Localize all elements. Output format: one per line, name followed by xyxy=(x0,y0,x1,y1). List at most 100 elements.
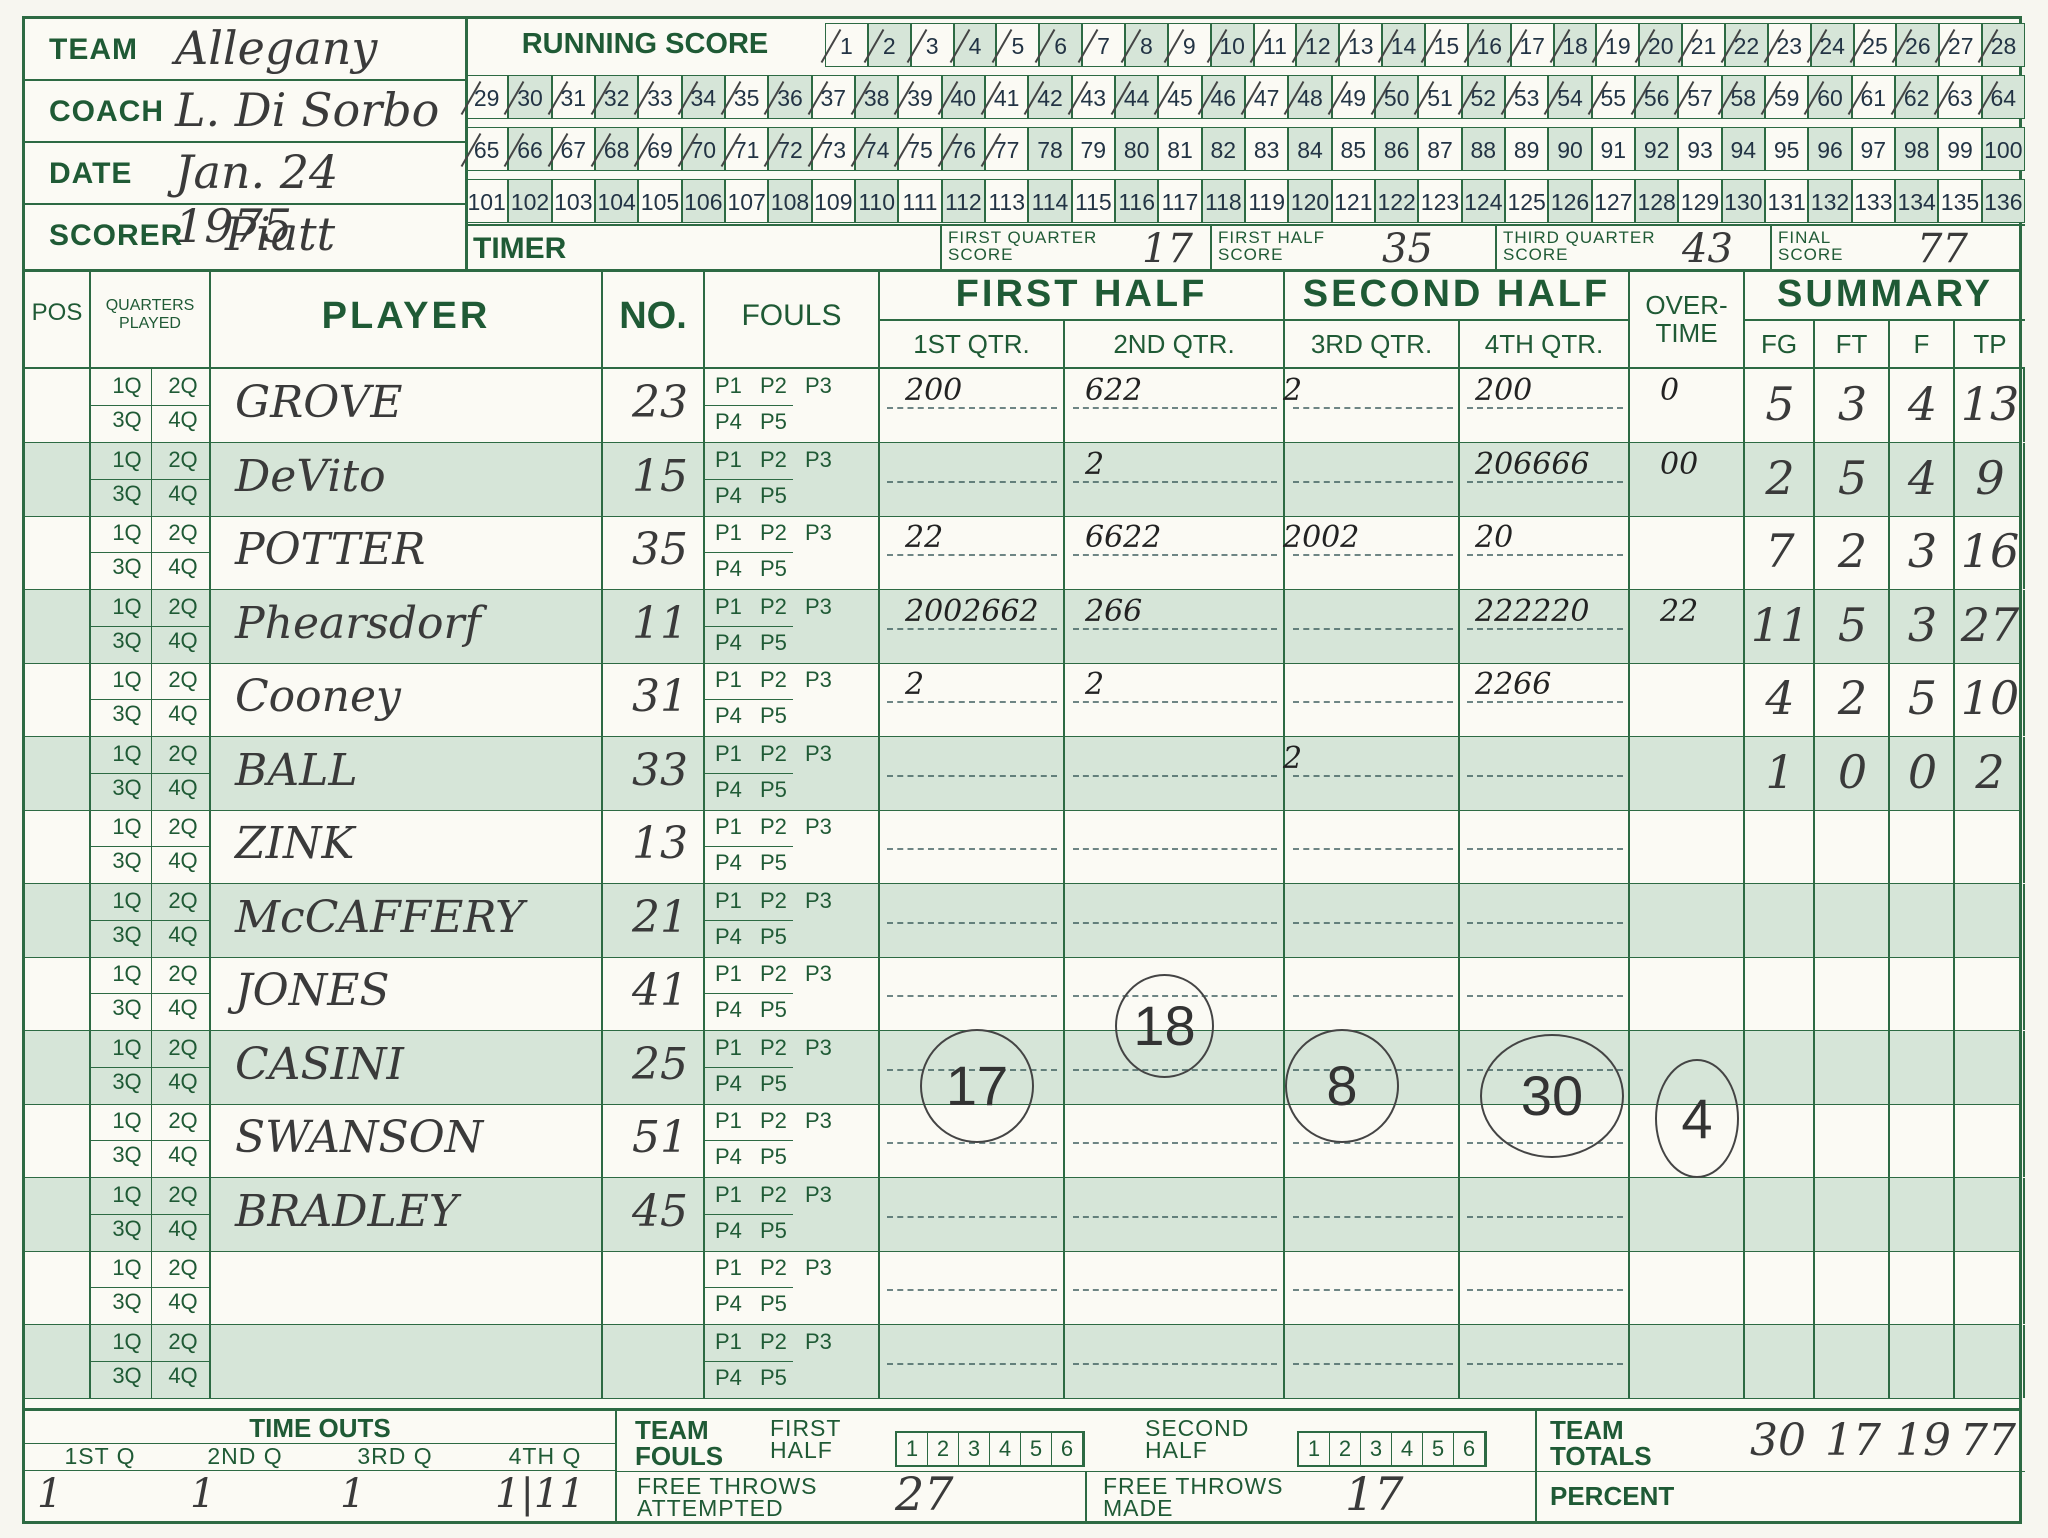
quarter-played-box[interactable]: 1Q xyxy=(112,373,142,398)
foul-box[interactable]: P1 xyxy=(715,1034,742,1060)
foul-box[interactable]: P1 xyxy=(715,1328,742,1354)
foul-box[interactable]: P2 xyxy=(760,1108,787,1133)
foul-box[interactable]: P2 xyxy=(760,887,787,913)
quarter-played-box[interactable]: 3Q xyxy=(112,1215,142,1241)
team-foul-box[interactable]: 3 xyxy=(959,1433,990,1465)
foul-box[interactable]: P4 xyxy=(715,409,742,434)
foul-box[interactable]: P4 xyxy=(715,1217,742,1243)
quarter-played-box[interactable]: 1Q xyxy=(112,814,142,839)
foul-box[interactable]: P3 xyxy=(805,1108,832,1133)
quarter-played-box[interactable]: 3Q xyxy=(112,921,142,947)
foul-box[interactable]: P4 xyxy=(715,850,742,875)
foul-box[interactable]: P2 xyxy=(760,1034,787,1060)
foul-box[interactable]: P4 xyxy=(715,923,742,949)
foul-box[interactable]: P3 xyxy=(805,1181,832,1207)
quarter-played-box[interactable]: 4Q xyxy=(168,407,198,432)
foul-box[interactable]: P3 xyxy=(805,373,832,398)
quarter-played-box[interactable]: 3Q xyxy=(112,774,142,800)
quarter-played-box[interactable]: 2Q xyxy=(168,520,198,545)
foul-box[interactable]: P5 xyxy=(760,1217,787,1243)
foul-box[interactable]: P1 xyxy=(715,1108,742,1133)
foul-box[interactable]: P5 xyxy=(760,1144,787,1169)
foul-box[interactable]: P5 xyxy=(760,629,787,655)
quarter-played-box[interactable]: 3Q xyxy=(112,1068,142,1094)
quarter-played-box[interactable]: 1Q xyxy=(112,593,142,619)
foul-box[interactable]: P2 xyxy=(760,593,787,619)
quarter-played-box[interactable]: 1Q xyxy=(112,1328,142,1354)
foul-box[interactable]: P3 xyxy=(805,520,832,545)
quarter-played-box[interactable]: 4Q xyxy=(168,701,198,726)
quarter-played-box[interactable]: 2Q xyxy=(168,446,198,472)
quarter-played-box[interactable]: 3Q xyxy=(112,848,142,873)
quarter-played-box[interactable]: 4Q xyxy=(168,627,198,653)
foul-box[interactable]: P2 xyxy=(760,961,787,986)
foul-box[interactable]: P1 xyxy=(715,740,742,766)
foul-box[interactable]: P3 xyxy=(805,1255,832,1280)
quarter-played-box[interactable]: 3Q xyxy=(112,701,142,726)
team-foul-box[interactable]: 5 xyxy=(1021,1433,1052,1465)
foul-box[interactable]: P5 xyxy=(760,776,787,802)
team-foul-box[interactable]: 6 xyxy=(1454,1433,1485,1465)
quarter-played-box[interactable]: 2Q xyxy=(168,1108,198,1133)
quarter-played-box[interactable]: 1Q xyxy=(112,667,142,692)
quarter-played-box[interactable]: 1Q xyxy=(112,1255,142,1280)
quarter-played-box[interactable]: 4Q xyxy=(168,1068,198,1094)
quarter-played-box[interactable]: 4Q xyxy=(168,848,198,873)
foul-box[interactable]: P5 xyxy=(760,1364,787,1390)
foul-box[interactable]: P3 xyxy=(805,740,832,766)
quarter-played-box[interactable]: 1Q xyxy=(112,520,142,545)
quarter-played-box[interactable]: 1Q xyxy=(112,961,142,986)
quarter-played-box[interactable]: 3Q xyxy=(112,995,142,1020)
foul-box[interactable]: P3 xyxy=(805,961,832,986)
foul-box[interactable]: P5 xyxy=(760,703,787,728)
foul-box[interactable]: P4 xyxy=(715,556,742,581)
foul-box[interactable]: P1 xyxy=(715,446,742,472)
team-foul-box[interactable]: 1 xyxy=(1299,1433,1330,1465)
team-foul-box[interactable]: 2 xyxy=(1330,1433,1361,1465)
foul-box[interactable]: P1 xyxy=(715,1181,742,1207)
quarter-played-box[interactable]: 4Q xyxy=(168,1362,198,1388)
foul-box[interactable]: P4 xyxy=(715,629,742,655)
quarter-played-box[interactable]: 2Q xyxy=(168,814,198,839)
foul-box[interactable]: P2 xyxy=(760,740,787,766)
quarter-played-box[interactable]: 3Q xyxy=(112,1289,142,1314)
foul-box[interactable]: P2 xyxy=(760,814,787,839)
foul-box[interactable]: P3 xyxy=(805,593,832,619)
foul-box[interactable]: P1 xyxy=(715,814,742,839)
quarter-played-box[interactable]: 1Q xyxy=(112,1181,142,1207)
foul-box[interactable]: P1 xyxy=(715,373,742,398)
quarter-played-box[interactable]: 3Q xyxy=(112,554,142,579)
foul-box[interactable]: P1 xyxy=(715,593,742,619)
foul-box[interactable]: P2 xyxy=(760,1328,787,1354)
foul-box[interactable]: P5 xyxy=(760,997,787,1022)
quarter-played-box[interactable]: 4Q xyxy=(168,1142,198,1167)
foul-box[interactable]: P2 xyxy=(760,667,787,692)
foul-box[interactable]: P1 xyxy=(715,961,742,986)
foul-box[interactable]: P3 xyxy=(805,667,832,692)
quarter-played-box[interactable]: 2Q xyxy=(168,740,198,766)
quarter-played-box[interactable]: 2Q xyxy=(168,667,198,692)
foul-box[interactable]: P3 xyxy=(805,1328,832,1354)
foul-box[interactable]: P5 xyxy=(760,1291,787,1316)
foul-box[interactable]: P1 xyxy=(715,520,742,545)
foul-box[interactable]: P3 xyxy=(805,887,832,913)
quarter-played-box[interactable]: 2Q xyxy=(168,961,198,986)
team-foul-box[interactable]: 5 xyxy=(1423,1433,1454,1465)
foul-box[interactable]: P4 xyxy=(715,997,742,1022)
foul-box[interactable]: P4 xyxy=(715,703,742,728)
quarter-played-box[interactable]: 2Q xyxy=(168,1255,198,1280)
quarter-played-box[interactable]: 4Q xyxy=(168,774,198,800)
foul-box[interactable]: P2 xyxy=(760,373,787,398)
quarter-played-box[interactable]: 2Q xyxy=(168,1328,198,1354)
quarter-played-box[interactable]: 3Q xyxy=(112,1362,142,1388)
quarter-played-box[interactable]: 4Q xyxy=(168,480,198,506)
quarter-played-box[interactable]: 1Q xyxy=(112,1108,142,1133)
foul-box[interactable]: P3 xyxy=(805,1034,832,1060)
quarter-played-box[interactable]: 2Q xyxy=(168,1034,198,1060)
foul-box[interactable]: P3 xyxy=(805,814,832,839)
foul-box[interactable]: P4 xyxy=(715,1364,742,1390)
foul-box[interactable]: P4 xyxy=(715,776,742,802)
foul-box[interactable]: P5 xyxy=(760,482,787,508)
quarter-played-box[interactable]: 1Q xyxy=(112,740,142,766)
quarter-played-box[interactable]: 4Q xyxy=(168,995,198,1020)
